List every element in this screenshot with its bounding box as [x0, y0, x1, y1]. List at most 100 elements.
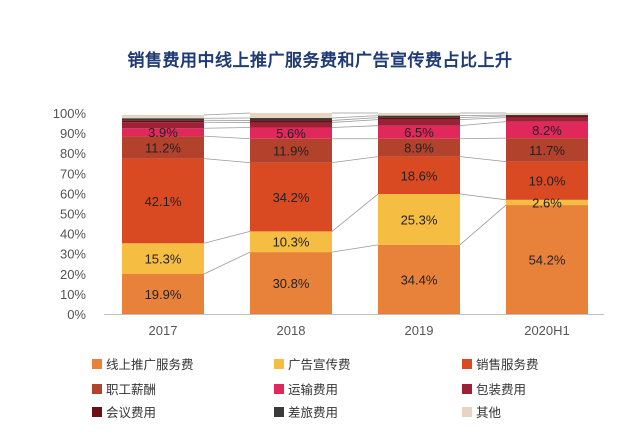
bar-segment [378, 138, 460, 157]
bar-segment [378, 113, 460, 116]
bar-segment [378, 244, 460, 314]
data-label: 34.4% [401, 272, 438, 287]
legend-label: 职工薪酬 [106, 382, 156, 397]
bar-segment [506, 138, 588, 162]
y-tick-label: 80% [60, 146, 86, 161]
bar-segment [122, 122, 204, 129]
x-tick-label: 2017 [149, 323, 178, 338]
legend-swatch [274, 359, 284, 369]
bar-segment [250, 252, 332, 314]
data-label: 25.3% [401, 212, 438, 227]
data-label: 19.0% [529, 174, 566, 189]
bar-segment [378, 115, 460, 118]
data-label: 5.6% [276, 126, 306, 141]
y-tick-label: 50% [60, 207, 86, 222]
bar-segment [122, 118, 204, 121]
bar-segment [250, 120, 332, 123]
data-label: 11.7% [529, 143, 565, 158]
connector-line [459, 137, 507, 140]
y-tick-label: 30% [60, 247, 86, 262]
y-tick-label: 90% [60, 126, 86, 141]
connector-line [203, 112, 251, 116]
bar-segment [122, 274, 204, 314]
connector-lines [203, 112, 507, 275]
chart-title: 销售费用中线上推广服务费和广告宣传费占比上升 [127, 51, 513, 71]
bar-segment [122, 136, 204, 159]
legend-label: 包装费用 [476, 382, 526, 397]
legend-label: 线上推广服务费 [106, 357, 194, 372]
connector-line [203, 251, 251, 275]
data-labels: 19.9% 15.3% 42.1% 11.2%3.9% 30.8% 10.3% 34.2% 1… [145, 123, 566, 302]
bar-segment [122, 120, 204, 123]
bar-segment [378, 117, 460, 120]
y-tick-label: 70% [60, 166, 86, 181]
connector-line [203, 158, 251, 164]
data-label: 54.2% [529, 253, 566, 268]
y-tick-label: 0% [67, 307, 86, 322]
connector-line [203, 127, 251, 129]
data-label: 11.9% [273, 144, 309, 159]
connector-line [203, 231, 251, 244]
bar-segment [506, 117, 588, 122]
y-tick-label: 20% [60, 267, 86, 282]
legend-swatch [462, 407, 472, 417]
bar-segment [250, 118, 332, 121]
connector-line [203, 135, 251, 140]
bar-segment [506, 199, 588, 206]
data-label: 11.2% [145, 140, 181, 155]
connector-line [331, 156, 379, 164]
legend-swatch [92, 384, 102, 394]
legend-label: 销售服务费 [476, 357, 539, 372]
data-label: 34.2% [273, 190, 310, 205]
bar-segment [506, 205, 588, 314]
connector-line [331, 115, 379, 119]
connector-line [331, 119, 379, 123]
data-label: 3.9% [148, 125, 178, 140]
connector-line [459, 115, 507, 119]
connector-line [459, 117, 507, 121]
bar-segment [250, 138, 332, 163]
bar-segment [378, 194, 460, 245]
data-label: 8.2% [532, 123, 562, 138]
bar-segments [122, 113, 588, 314]
connector-line [331, 125, 379, 128]
data-label: 19.9% [145, 287, 182, 302]
connector-line [459, 114, 507, 117]
data-label: 18.6% [401, 168, 438, 183]
bar-segment [250, 162, 332, 232]
data-label: 42.1% [145, 194, 182, 209]
legend-swatch [274, 407, 284, 417]
legend-swatch [274, 384, 284, 394]
data-label: 2.6% [532, 195, 562, 210]
legend-swatch [92, 407, 102, 417]
connector-line [331, 244, 379, 253]
connector-line [331, 193, 379, 232]
x-axis: 2017 2018 2019 2020H1 [149, 323, 570, 338]
y-tick-label: 60% [60, 186, 86, 201]
y-tick-label: 10% [60, 287, 86, 302]
connector-line [459, 121, 507, 127]
bar-segment [378, 119, 460, 126]
y-tick-label: 100% [53, 106, 87, 121]
data-label: 10.3% [273, 235, 310, 250]
legend-label: 会议费用 [106, 405, 156, 420]
y-tick-label: 40% [60, 227, 86, 242]
bar-segment [378, 125, 460, 139]
bar-segment [506, 161, 588, 200]
bar-segment [506, 121, 588, 139]
legend-label: 广告宣传费 [288, 357, 351, 372]
bar-segment [250, 127, 332, 139]
connector-line [331, 117, 379, 121]
bar-segment [378, 156, 460, 195]
legend-label: 其他 [476, 405, 502, 420]
legend-swatch [92, 359, 102, 369]
y-axis: 0% 10% 20% 30% 40% 50% 60% 70% 80% 90% 100% [53, 106, 604, 322]
bar-segment [506, 113, 588, 116]
data-label: 30.8% [273, 276, 310, 291]
x-tick-label: 2019 [405, 323, 434, 338]
bar-segment [506, 115, 588, 117]
data-label: 8.9% [404, 141, 434, 156]
x-tick-label: 2018 [277, 323, 306, 338]
